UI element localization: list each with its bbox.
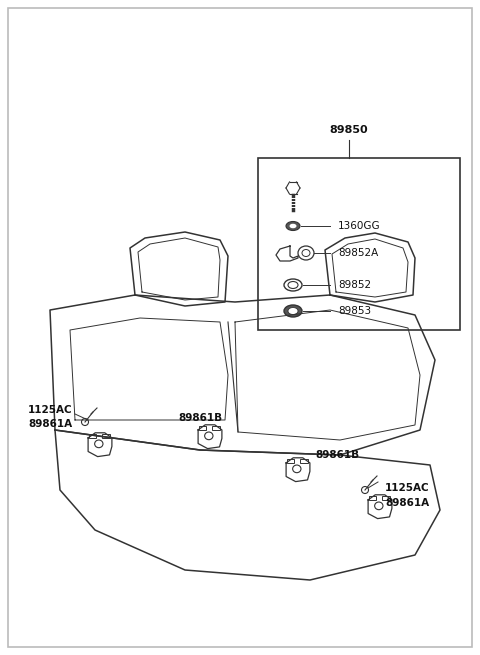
- Ellipse shape: [288, 307, 298, 314]
- Text: 1125AC: 1125AC: [385, 483, 430, 493]
- Ellipse shape: [284, 305, 302, 317]
- Text: 89852A: 89852A: [338, 248, 378, 258]
- Ellipse shape: [286, 221, 300, 231]
- Text: 89852: 89852: [338, 280, 371, 290]
- Text: 89861B: 89861B: [178, 413, 222, 423]
- Text: 1360GG: 1360GG: [338, 221, 381, 231]
- Text: 89853: 89853: [338, 306, 371, 316]
- Text: 89861A: 89861A: [28, 419, 72, 429]
- Text: 89861B: 89861B: [315, 450, 359, 460]
- Text: 1125AC: 1125AC: [28, 405, 72, 415]
- Text: 89850: 89850: [330, 125, 368, 135]
- Text: 89861A: 89861A: [385, 498, 429, 508]
- FancyBboxPatch shape: [258, 158, 460, 330]
- Ellipse shape: [289, 224, 297, 228]
